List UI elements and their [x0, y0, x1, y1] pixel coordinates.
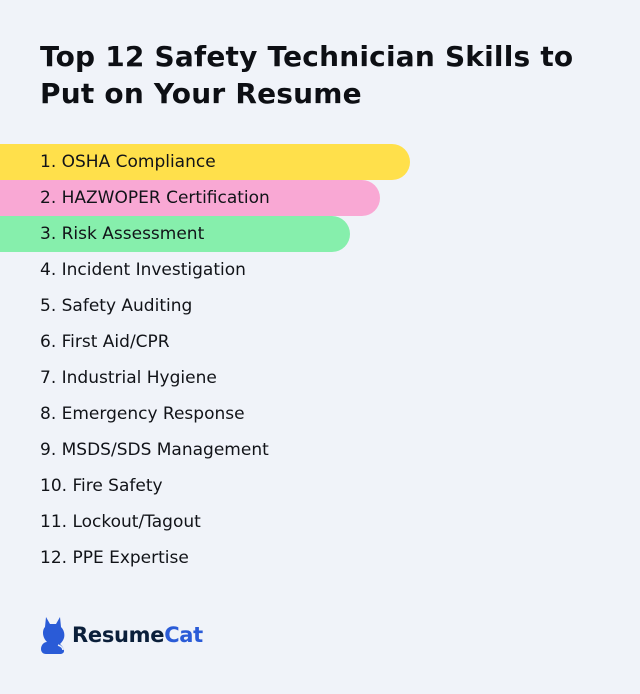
list-item: 10. Fire Safety — [0, 468, 640, 504]
page-title: Top 12 Safety Technician Skills to Put o… — [40, 40, 574, 110]
list-item: 7. Industrial Hygiene — [0, 360, 640, 396]
brand-logo[interactable]: ResumeCat — [40, 612, 203, 658]
skills-list: 1. OSHA Compliance 2. HAZWOPER Certifica… — [0, 144, 640, 576]
list-item: 12. PPE Expertise — [0, 540, 640, 576]
highlight-bar — [0, 180, 380, 216]
cat-icon — [41, 617, 65, 654]
list-item: 6. First Aid/CPR — [0, 324, 640, 360]
skill-label: 2. HAZWOPER Certification — [40, 188, 270, 208]
highlight-bar — [0, 216, 350, 252]
skill-label: 6. First Aid/CPR — [40, 332, 170, 352]
skill-label: 3. Risk Assessment — [40, 224, 205, 244]
skill-label: 9. MSDS/SDS Management — [40, 440, 269, 460]
skill-label: 12. PPE Expertise — [40, 548, 189, 568]
skill-label: 7. Industrial Hygiene — [40, 368, 217, 388]
skill-label: 10. Fire Safety — [40, 476, 163, 496]
skill-label: 4. Incident Investigation — [40, 260, 246, 280]
list-item: 4. Incident Investigation — [0, 252, 640, 288]
skill-label: 8. Emergency Response — [40, 404, 245, 424]
skill-label: 5. Safety Auditing — [40, 296, 193, 316]
list-item: 5. Safety Auditing — [0, 288, 640, 324]
list-item: 9. MSDS/SDS Management — [0, 432, 640, 468]
list-item: 8. Emergency Response — [0, 396, 640, 432]
brand-name: ResumeCat — [72, 623, 203, 647]
list-item: 11. Lockout/Tagout — [0, 504, 640, 540]
skill-label: 1. OSHA Compliance — [40, 152, 216, 172]
list-item: 2. HAZWOPER Certification — [0, 180, 640, 216]
list-item: 1. OSHA Compliance — [0, 144, 640, 180]
list-item: 3. Risk Assessment — [0, 216, 640, 252]
highlight-bar — [0, 144, 410, 180]
skill-label: 11. Lockout/Tagout — [40, 512, 201, 532]
